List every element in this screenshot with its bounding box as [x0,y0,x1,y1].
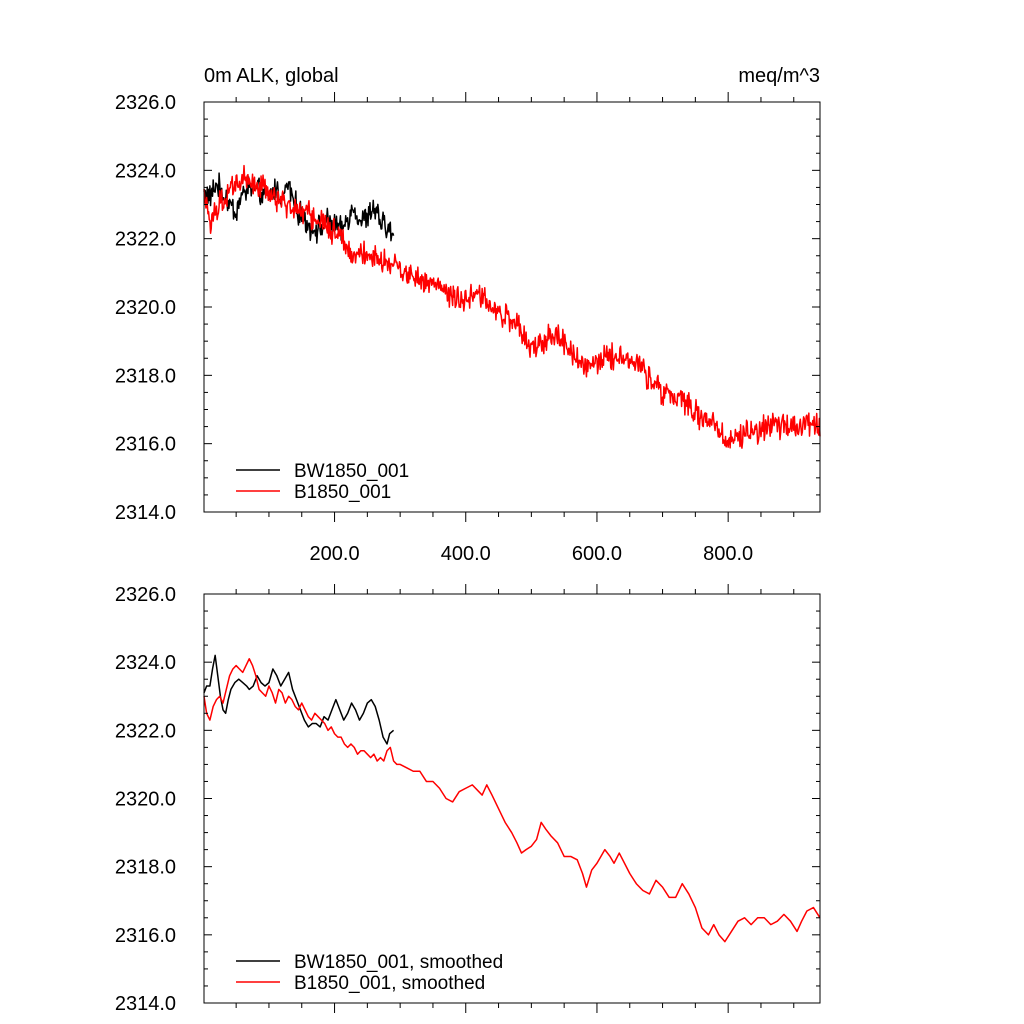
legend-label: BW1850_001, smoothed [294,952,503,973]
y-tick-label: 2324.0 [115,652,176,674]
y-tick-label: 2326.0 [115,92,176,114]
y-tick-label: 2322.0 [115,720,176,742]
series-line-bw1850-001-smoothed [203,654,395,745]
legend-label: BW1850_001 [294,461,409,482]
y-tick-label: 2322.0 [115,229,176,251]
x-tick-label: 600.0 [572,543,622,565]
series-line-b1850-001-smoothed [203,658,821,943]
y-tick-label: 2324.0 [115,160,176,182]
units-label: meq/m^3 [738,65,820,87]
x-tick-label: 400.0 [441,543,491,565]
top-panel: 2314.0 2316.0 2318.0 2320.0 2322.0 2324.0 2326… [115,65,821,565]
y-tick-label: 2320.0 [115,297,176,319]
y-tick-label: 2326.0 [115,584,176,606]
x-tick-label: 200.0 [310,543,360,565]
y-tick-label: 2314.0 [115,502,176,524]
series-line-bw1850-001 [203,172,395,244]
series-line-b1850-001 [203,164,821,449]
y-tick-label: 2318.0 [115,857,176,879]
y-tick-label: 2316.0 [115,434,176,456]
y-tick-label: 2318.0 [115,365,176,387]
y-tick-label: 2316.0 [115,925,176,947]
bottom-panel: 2314.0 2316.0 2318.0 2320.0 2322.0 2324.0 2326… [115,584,821,1015]
plot-frame [203,593,821,1004]
y-tick-label: 2314.0 [115,993,176,1015]
legend-label: B1850_001, smoothed [294,973,485,994]
x-tick-label: 800.0 [703,543,753,565]
chart-title: 0m ALK, global [204,65,339,87]
legend-label: B1850_001 [294,482,391,503]
y-tick-label: 2320.0 [115,789,176,811]
plot-frame [203,101,821,513]
